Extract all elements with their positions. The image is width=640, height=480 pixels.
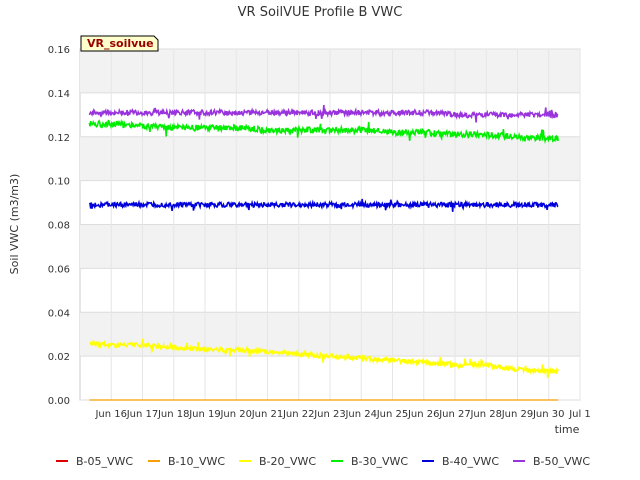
gridlines (80, 48, 581, 401)
x-tick-label: Jun 29 (501, 409, 534, 420)
y-axis-label: Soil VWC (m3/m3) (8, 174, 21, 275)
site-badge: VR_soilvue (80, 35, 159, 52)
y-tick-label: 0.08 (48, 221, 70, 232)
x-tick-label: Jun 28 (469, 409, 502, 420)
x-tick-label: Jun 20 (219, 409, 252, 420)
y-tick-label: 0.06 (48, 264, 70, 275)
series-line (89, 338, 559, 379)
x-tick-label: Jun 21 (251, 409, 284, 420)
y-tick-label: 0.12 (48, 133, 70, 144)
x-axis-label: time (555, 423, 580, 436)
y-tick-label: 0.16 (48, 45, 70, 56)
x-tick-label: Jun 23 (313, 409, 346, 420)
legend-label: B-10_VWC (168, 455, 225, 468)
x-tick-label: Jun 22 (282, 409, 315, 420)
chart-title: VR SoilVUE Profile B VWC (238, 5, 403, 20)
series-line (88, 118, 559, 145)
legend: B-05_VWC B-10_VWC B-20_VWC B-30_VWC B-40_VWC… (56, 455, 590, 468)
x-tick-label: Jun 30 (532, 409, 565, 420)
series-layer (88, 104, 559, 401)
legend-label: B-20_VWC (259, 455, 316, 468)
badge-text: VR_soilvue (87, 37, 154, 50)
x-tick-label: Jul 1 (568, 409, 591, 420)
series-line (88, 104, 559, 123)
x-tick-label: Jun 25 (376, 409, 409, 420)
badge-box (80, 35, 159, 52)
y-tick-label: 0.02 (48, 352, 70, 363)
legend-label: B-05_VWC (76, 455, 133, 468)
y-tick-label: 0.04 (48, 308, 70, 319)
legend-label: B-50_VWC (533, 455, 590, 468)
y-axis-ticks: 0.00 0.02 0.04 0.06 0.08 0.10 0.12 0.14 0.16 (48, 45, 70, 407)
legend-label: B-30_VWC (351, 455, 408, 468)
y-tick-label: 0.14 (48, 89, 70, 100)
x-tick-label: Jun 24 (344, 409, 377, 420)
x-tick-label: Jun 18 (157, 409, 190, 420)
x-tick-label: Jun 17 (126, 409, 159, 420)
x-tick-label: Jun 26 (407, 409, 440, 420)
y-tick-label: 0.00 (48, 396, 70, 407)
x-axis-ticks: Jun 16 Jun 17 Jun 18 Jun 19 Jun 20 Jun 21 Jun … (94, 409, 590, 420)
x-tick-label: Jun 19 (188, 409, 221, 420)
x-tick-label: Jun 16 (94, 409, 127, 420)
legend-label: B-40_VWC (442, 455, 499, 468)
x-tick-label: Jun 27 (438, 409, 471, 420)
series-line (88, 198, 559, 212)
y-tick-label: 0.10 (48, 177, 70, 188)
